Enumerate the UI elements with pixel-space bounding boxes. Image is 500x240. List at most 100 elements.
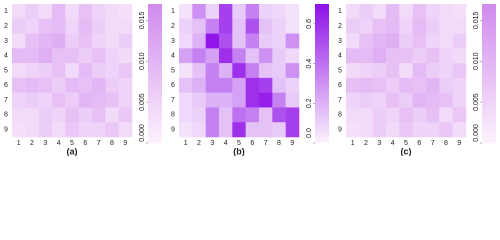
heatmap-cell xyxy=(359,122,373,138)
heatmap-cell xyxy=(25,63,39,79)
heatmap-cell xyxy=(78,77,93,93)
heatmap-cell xyxy=(38,92,53,108)
heatmap-cell xyxy=(359,33,373,49)
x-tick-label: 9 xyxy=(123,140,127,147)
x-tick-label: 1 xyxy=(17,140,21,147)
heatmap-cell xyxy=(78,48,93,64)
heatmap-cell xyxy=(92,48,106,64)
y-tick-label: 5 xyxy=(338,67,342,74)
heatmap-cell xyxy=(192,33,206,49)
y-tick-label: 8 xyxy=(4,112,8,119)
heatmap-cell xyxy=(245,33,260,49)
x-tick-label: 1 xyxy=(351,140,355,147)
x-tick-label: 5 xyxy=(70,140,74,147)
heatmap-cell xyxy=(412,122,427,138)
heatmap-cell xyxy=(192,63,206,79)
y-tick-label: 7 xyxy=(171,97,175,104)
heatmap-cell xyxy=(12,33,26,49)
heatmap-cell xyxy=(38,122,53,138)
heatmap-cell xyxy=(192,77,206,93)
heatmap-cell xyxy=(372,48,387,64)
heatmap-cell xyxy=(259,48,273,64)
heatmap-cell xyxy=(192,18,206,34)
heatmap-cell xyxy=(219,18,233,34)
heatmap-cell xyxy=(285,33,300,49)
heatmap-cell xyxy=(452,63,467,79)
heatmap-cell xyxy=(439,48,453,64)
heatmap-cell xyxy=(439,77,453,93)
y-tick-label: 1 xyxy=(171,8,175,15)
heatmap-cell xyxy=(452,107,467,123)
heatmap-cell xyxy=(439,33,453,49)
y-tick-label: 7 xyxy=(4,97,8,104)
heatmap-cell xyxy=(38,77,53,93)
heatmap-cell xyxy=(426,77,440,93)
heatmap-cell xyxy=(245,4,260,20)
colorbar xyxy=(148,4,162,143)
heatmap-cell xyxy=(399,92,413,108)
heatmap-cell xyxy=(399,77,413,93)
heatmap-cell xyxy=(399,4,413,20)
heatmap-cell xyxy=(92,122,106,138)
heatmap-cell xyxy=(439,122,453,138)
heatmap-cell xyxy=(105,77,119,93)
heatmap-cell xyxy=(92,4,106,20)
heatmap-cell xyxy=(346,107,360,123)
heatmap-cell xyxy=(412,33,427,49)
heatmap-cell xyxy=(359,48,373,64)
heatmap-cell xyxy=(38,48,53,64)
heatmap-cell xyxy=(412,4,427,20)
heatmap-cell xyxy=(399,122,413,138)
heatmap-cell xyxy=(386,18,400,34)
heatmap-cell xyxy=(205,122,220,138)
x-tick-label: 2 xyxy=(197,140,201,147)
y-tick-label: 8 xyxy=(171,112,175,119)
x-tick-label: 4 xyxy=(391,140,395,147)
heatmap-cell xyxy=(192,122,206,138)
heatmap-cell xyxy=(105,4,119,20)
heatmap-cell xyxy=(452,77,467,93)
heatmap-cell xyxy=(192,48,206,64)
heatmap-cell xyxy=(346,18,360,34)
heatmap-cell xyxy=(52,4,66,20)
heatmap-cell xyxy=(272,4,286,20)
heatmap-cell xyxy=(118,4,133,20)
heatmap-cell xyxy=(232,92,246,108)
heatmap-cell xyxy=(346,77,360,93)
heatmap-cell xyxy=(359,4,373,20)
heatmap-cell xyxy=(245,63,260,79)
heatmap-cell xyxy=(118,33,133,49)
heatmap-cell xyxy=(92,33,106,49)
x-tick-label: 7 xyxy=(431,140,435,147)
heatmap-cell xyxy=(426,92,440,108)
colorbar-tick-label: 0.010 xyxy=(473,52,480,70)
heatmap-cell xyxy=(245,122,260,138)
heatmap-cell xyxy=(259,122,273,138)
heatmap-cell xyxy=(386,63,400,79)
heatmap-cell xyxy=(399,107,413,123)
heatmap-cell xyxy=(65,107,79,123)
heatmap-cell xyxy=(65,33,79,49)
heatmap-cell xyxy=(92,63,106,79)
heatmap-cell xyxy=(359,92,373,108)
heatmap-cell xyxy=(245,18,260,34)
heatmap-cell xyxy=(52,122,66,138)
heatmap-cell xyxy=(25,107,39,123)
heatmap-cell xyxy=(192,4,206,20)
heatmap-cell xyxy=(346,122,360,138)
x-tick-label: 9 xyxy=(290,140,294,147)
heatmap-cell xyxy=(272,92,286,108)
heatmap-cell xyxy=(359,18,373,34)
heatmap-cell xyxy=(25,48,39,64)
heatmap-cell xyxy=(439,107,453,123)
y-tick-label: 9 xyxy=(338,126,342,133)
heatmap-cell xyxy=(232,63,246,79)
heatmap-cell xyxy=(52,63,66,79)
y-tick-label: 4 xyxy=(4,53,8,60)
x-tick-label: 8 xyxy=(110,140,114,147)
heatmap-cell xyxy=(412,77,427,93)
heatmap-cell xyxy=(245,77,260,93)
heatmap-cell xyxy=(372,122,387,138)
x-tick-label: 5 xyxy=(237,140,241,147)
x-tick-label: 2 xyxy=(30,140,34,147)
